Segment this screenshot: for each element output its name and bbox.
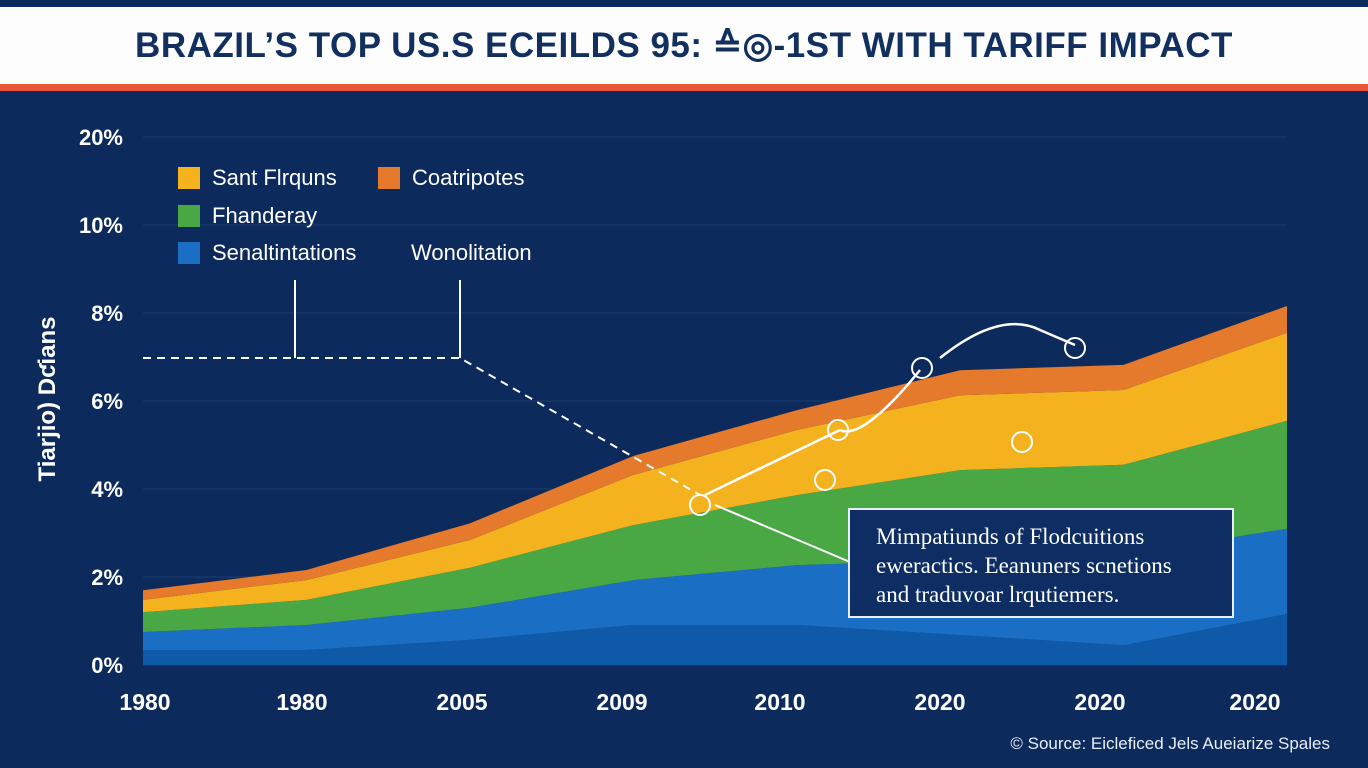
title-banner: BRAZIL’S TOP US.S ECEILDS 95: ≙◎-1ST WIT… (0, 7, 1368, 84)
x-tick-label: 2009 (596, 689, 647, 715)
area-sant-flrquns (143, 332, 1287, 613)
callout-line: eweractics. Eeanuners scnetions (876, 553, 1172, 578)
x-tick-label: 2005 (436, 689, 487, 715)
y-tick-label: 10% (79, 213, 123, 238)
chart-title: BRAZIL’S TOP US.S ECEILDS 95: ≙◎-1ST WIT… (135, 25, 1233, 65)
y-tick-label: 4% (91, 477, 123, 502)
y-tick-label: 2% (91, 565, 123, 590)
dashed-guide-line (143, 357, 701, 496)
legend-swatch (178, 205, 200, 227)
legend-item-sant-flrquns: Sant Flrquns (178, 165, 337, 191)
top-border (0, 0, 1368, 7)
legend-item-senaltintations: Senaltintations (178, 240, 356, 266)
x-tick-label: 2020 (1074, 689, 1125, 715)
marker-icon (689, 494, 711, 516)
callout-line: and traduvoar lrqutiemers. (876, 582, 1120, 607)
y-tick-label: 20% (79, 125, 123, 150)
y-axis-label: Tiarjio) Dƈians (34, 316, 61, 482)
area-coatripotes (143, 305, 1287, 600)
legend-item-fhanderay: Fhanderay (178, 203, 317, 229)
annotation-callout: Mimpatiunds of Flodcuitions eweractics. … (848, 508, 1234, 618)
x-tick-label: 1980 (119, 689, 170, 715)
x-tick-label: 1980 (276, 689, 327, 715)
legend-label: Coatripotes (412, 165, 525, 190)
area-fhanderay (143, 420, 1287, 632)
legend-label: Fhanderay (212, 203, 318, 228)
x-tick-label: 2010 (754, 689, 805, 715)
legend-swatch (378, 167, 400, 189)
legend-label: Senaltintations (212, 240, 357, 265)
legend-label: Sant Flrquns (212, 165, 337, 190)
legend-label: Wonolitation (411, 240, 532, 265)
area-wonolitation (143, 613, 1287, 665)
marker-icon (911, 357, 933, 379)
marker-icon (827, 419, 849, 441)
x-tick-label: 2020 (914, 689, 965, 715)
legend-swatch (178, 167, 200, 189)
marker-icon (814, 469, 836, 491)
callout-line: Mimpatiunds of Flodcuitions (876, 524, 1145, 549)
area-senaltintations (143, 528, 1287, 651)
y-tick-label: 8% (91, 301, 123, 326)
source-note: © Source: Eicleficed Jels Aueiarize Spal… (1010, 734, 1330, 753)
legend-swatch (178, 242, 200, 264)
legend-item-wonolitation: Wonolitation (411, 240, 532, 266)
legend-item-coatripotes: Coatripotes (378, 165, 525, 191)
y-tick-label: 0% (91, 653, 123, 678)
marker-icon (1064, 337, 1086, 359)
y-tick-label: 6% (91, 389, 123, 414)
marker-icon (1011, 431, 1033, 453)
accent-stripe (0, 84, 1368, 91)
callout-leader-line (714, 504, 851, 563)
x-tick-label: 2020 (1229, 689, 1280, 715)
